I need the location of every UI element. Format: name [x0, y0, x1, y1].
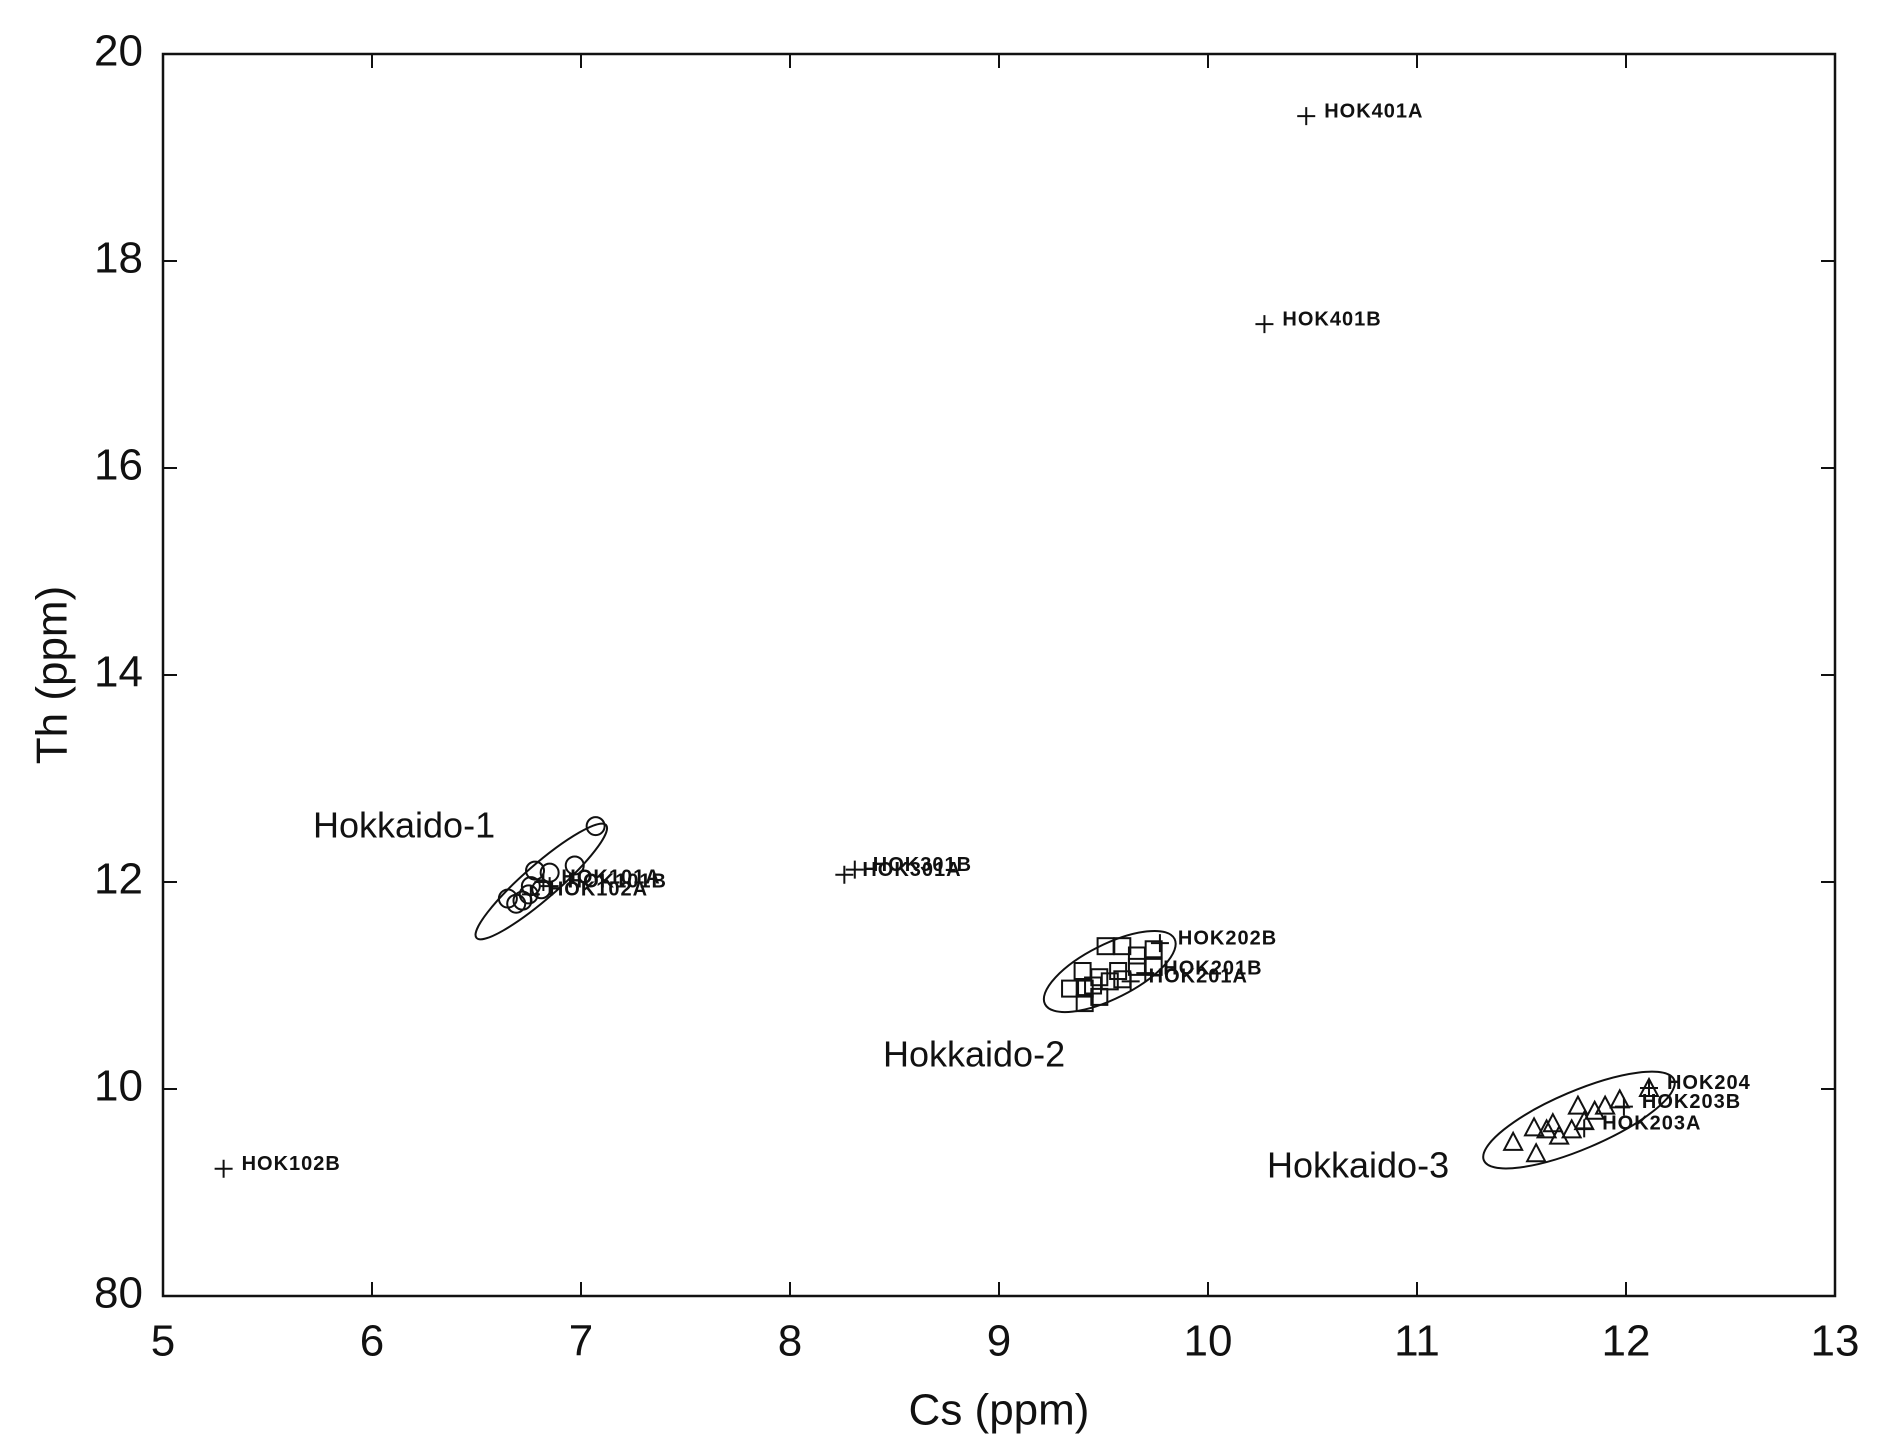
y-tick-label: 12: [94, 855, 143, 904]
point-label: HOK202B: [1178, 927, 1277, 949]
plus-marker: [1150, 934, 1169, 953]
confidence-ellipse: [1482, 1070, 1676, 1170]
y-tick-label: 80: [94, 1269, 143, 1318]
point-label: HOK203B: [1642, 1091, 1741, 1113]
plus-marker: [521, 885, 540, 904]
plus-marker: [835, 865, 854, 884]
triangle-marker: [1535, 1118, 1558, 1139]
plus-marker: [1255, 315, 1274, 334]
square-marker: [1113, 937, 1132, 956]
triangle-marker: [1548, 1124, 1570, 1145]
plus-marker: [1121, 972, 1140, 991]
y-tick-label: 18: [94, 234, 143, 283]
group-label: Hokkaido-3: [1267, 1145, 1449, 1186]
plus-marker: [1614, 1097, 1633, 1116]
x-tick-label: 11: [1394, 1317, 1440, 1366]
square-marker: [1144, 940, 1163, 959]
x-tick-label: 9: [987, 1317, 1011, 1366]
y-tick-label: 16: [94, 441, 143, 490]
square-marker: [1075, 994, 1094, 1013]
plus-marker: [1136, 964, 1155, 983]
x-tick-label: 6: [360, 1317, 384, 1366]
square-marker: [1073, 962, 1092, 981]
square-marker: [1090, 987, 1109, 1006]
square-marker: [1061, 979, 1080, 998]
point-label: HOK204: [1667, 1072, 1751, 1094]
point-label: HOK102A: [549, 879, 648, 901]
point-label: HOK101B: [568, 870, 667, 892]
point-label: HOK203A: [1602, 1113, 1701, 1135]
point-label: HOK201A: [1149, 966, 1248, 988]
triangle-marker: [1567, 1094, 1589, 1115]
x-tick-label: 10: [1184, 1317, 1233, 1366]
x-axis-title: Cs (ppm): [909, 1386, 1090, 1435]
triangle-marker: [1609, 1088, 1631, 1109]
y-tick-label: 14: [94, 648, 143, 697]
triangle-marker: [1525, 1142, 1547, 1163]
plus-marker: [1297, 107, 1316, 126]
y-axis-title: Th (ppm): [28, 586, 77, 764]
y-tick-label: 10: [94, 1062, 143, 1111]
circle-marker: [506, 893, 527, 914]
point-label: HOK201B: [1163, 957, 1262, 979]
group-label: Hokkaido-1: [313, 805, 495, 846]
plus-marker: [214, 1159, 233, 1178]
point-label: HOK401B: [1282, 308, 1381, 330]
x-tick-label: 13: [1811, 1317, 1860, 1366]
plus-marker: [540, 877, 559, 896]
plus-marker: [1639, 1078, 1658, 1097]
circle-marker: [564, 855, 585, 876]
point-label: HOK101A: [561, 866, 660, 888]
triangle-marker: [1502, 1130, 1524, 1151]
point-label: HOK102B: [242, 1153, 341, 1175]
x-tick-label: 5: [151, 1317, 175, 1366]
group-label: Hokkaido-2: [883, 1034, 1065, 1075]
plus-marker: [1575, 1119, 1594, 1138]
point-label: HOK301A: [862, 859, 961, 881]
x-tick-label: 7: [569, 1317, 593, 1366]
y-tick-label: 20: [94, 27, 143, 76]
square-marker: [1100, 972, 1119, 991]
triangle-marker: [1523, 1116, 1545, 1137]
circle-marker: [525, 860, 546, 881]
triangle-marker: [1583, 1099, 1606, 1120]
x-tick-label: 8: [778, 1317, 802, 1366]
circle-marker: [585, 816, 606, 837]
confidence-ellipse: [474, 822, 609, 941]
point-label: HOK401A: [1324, 100, 1423, 122]
square-marker: [1127, 946, 1146, 965]
triangle-marker: [1594, 1094, 1616, 1115]
plus-marker: [845, 860, 864, 879]
x-tick-label: 12: [1602, 1317, 1651, 1366]
point-label: HOK301B: [873, 854, 972, 876]
